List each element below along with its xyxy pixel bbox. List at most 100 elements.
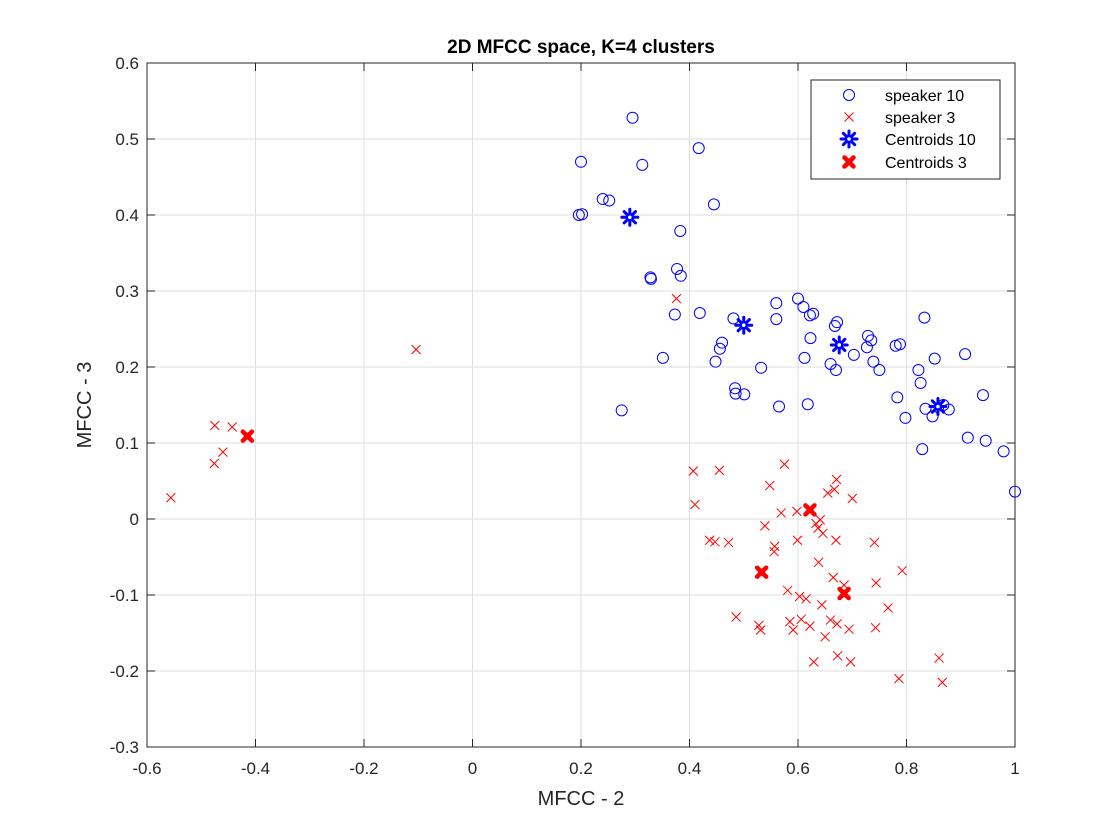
x-tick-label: 0	[468, 759, 477, 778]
y-tick-label: 0.1	[115, 434, 139, 453]
speaker-10-point	[575, 155, 587, 168]
speaker-3-point	[831, 474, 842, 485]
series-speaker-3	[166, 293, 948, 688]
speaker-10-point	[942, 403, 955, 416]
speaker-3-point	[688, 466, 699, 476]
speaker-3-point	[805, 621, 815, 632]
legend-marker-centroid-10-marker	[839, 129, 859, 149]
speaker-10-point	[615, 404, 628, 417]
speaker-3-point	[820, 631, 830, 642]
speaker-10-point	[893, 338, 906, 351]
speaker-3-point	[690, 499, 700, 510]
y-tick-label: 0.5	[115, 130, 139, 149]
speaker-10-point	[671, 262, 684, 275]
speaker-10-point	[797, 300, 810, 313]
y-tick-label: 0	[130, 510, 139, 529]
speaker-10-point	[997, 445, 1010, 458]
speaker-3-point	[870, 622, 881, 633]
speaker-10-point	[976, 389, 989, 402]
speaker-10-point	[914, 376, 927, 389]
speaker-10-point	[916, 443, 929, 456]
x-tick-label: 0.6	[786, 759, 810, 778]
speaker-10-point	[798, 351, 811, 364]
y-tick-label: -0.2	[110, 662, 139, 681]
speaker-3-point	[934, 653, 944, 663]
centroid-10-marker	[928, 397, 948, 417]
speaker-3-point	[769, 546, 779, 557]
speaker-10-point	[959, 348, 972, 361]
legend-marker-speaker-3-point	[844, 112, 854, 122]
speaker-3-point	[209, 458, 220, 469]
y-tick-label: 0.6	[115, 54, 139, 73]
speaker-10-point	[792, 292, 804, 305]
speaker-10-point	[804, 332, 817, 345]
speaker-10-point	[867, 355, 880, 368]
speaker-10-point	[709, 355, 722, 368]
speaker-10-point	[729, 387, 742, 400]
y-tick-label: 0.3	[115, 282, 139, 301]
speaker-10-point	[603, 194, 616, 207]
speaker-3-point	[227, 422, 238, 432]
x-tick-label: 0.2	[569, 759, 593, 778]
speaker-10-point	[693, 307, 706, 320]
speaker-10-point	[713, 342, 726, 355]
speaker-3-point	[825, 615, 836, 625]
speaker-3-point	[869, 537, 880, 548]
speaker-10-point	[801, 398, 814, 411]
speaker-3-point	[714, 465, 725, 476]
centroid-10-marker	[734, 315, 754, 335]
speaker-10-point	[674, 224, 687, 237]
y-tick-label: 0.4	[115, 206, 139, 225]
legend-markers	[839, 89, 859, 169]
speaker-10-point	[644, 272, 657, 285]
speaker-10-point	[891, 391, 904, 404]
speaker-10-point	[918, 311, 931, 324]
y-tick-label: -0.1	[110, 586, 139, 605]
centroid-3-marker	[754, 565, 769, 579]
speaker-10-point	[961, 431, 974, 444]
speaker-3-point	[815, 514, 826, 525]
speaker-10-point	[912, 364, 925, 377]
speaker-10-point	[755, 361, 768, 374]
speaker-3-point	[817, 600, 827, 610]
speaker-3-point	[731, 612, 742, 622]
speaker-3-point	[822, 488, 833, 499]
legend: speaker 10 speaker 3 Centroids 10 Centro…	[810, 79, 1001, 180]
centroid-10-marker	[620, 207, 640, 227]
speaker-3-point	[782, 585, 793, 596]
speaker-3-point	[796, 614, 807, 625]
speaker-3-point	[813, 557, 824, 568]
legend-marker-speaker-10-point	[843, 89, 855, 101]
speaker-10-point	[847, 348, 860, 361]
speaker-3-point	[894, 673, 904, 684]
speaker-10-point	[674, 269, 687, 282]
speaker-3-point	[779, 459, 790, 470]
speaker-3-point	[937, 677, 948, 688]
speaker-3-point	[845, 657, 856, 667]
y-tick-label: 0.2	[115, 358, 139, 377]
centroid-3-marker	[240, 429, 255, 443]
speaker-10-point	[773, 400, 786, 413]
speaker-3-point	[832, 650, 843, 661]
speaker-10-point	[596, 193, 609, 206]
y-axis-label: MFCC - 3	[74, 362, 96, 449]
speaker-10-point	[668, 308, 681, 321]
centroid-10-marker	[829, 335, 849, 355]
speaker-10-point	[928, 352, 941, 365]
x-tick-label: -0.2	[349, 759, 378, 778]
y-tick-label: -0.3	[110, 738, 139, 757]
speaker-10-point	[716, 336, 729, 349]
speaker-10-point	[919, 402, 932, 415]
speaker-10-point	[707, 198, 720, 211]
speaker-3-point	[883, 603, 893, 613]
speaker-3-point	[710, 536, 720, 547]
speaker-3-point	[411, 344, 421, 355]
speaker-10-point	[865, 334, 878, 347]
series-centroids-3	[240, 429, 851, 601]
series-speaker-10	[572, 111, 1021, 498]
centroid-3-marker	[803, 503, 817, 517]
x-tick-label: -0.6	[132, 759, 161, 778]
series-centroids-10	[620, 207, 948, 417]
speaker-10-point	[899, 411, 912, 424]
legend-marker-centroid-3-marker	[842, 155, 856, 169]
